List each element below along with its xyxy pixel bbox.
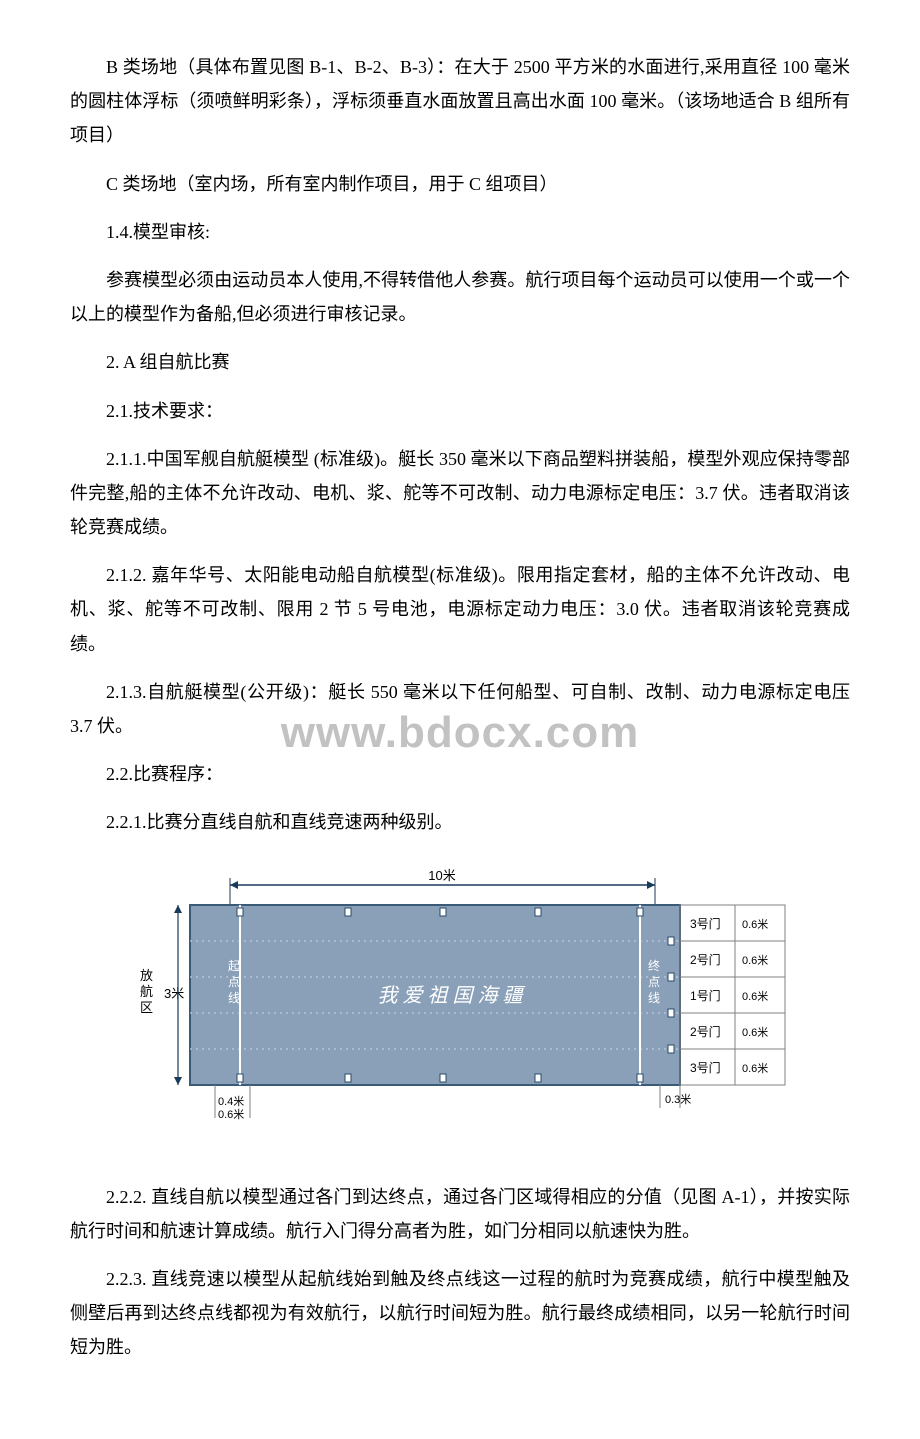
launch-area-label: 放 航 区	[140, 968, 157, 1015]
paragraph-c-field: C 类场地（室内场，所有室内制作项目，用于 C 组项目）	[70, 167, 850, 201]
svg-text:0.6米: 0.6米	[742, 954, 768, 967]
left-height-dim: 3米	[164, 986, 184, 1001]
svg-text:0.6米: 0.6米	[742, 990, 768, 1003]
svg-text:0.6米: 0.6米	[742, 918, 768, 931]
paragraph-2-2-1: 2.2.1.比赛分直线自航和直线竞速两种级别。	[70, 805, 850, 839]
svg-text:3号门: 3号门	[690, 916, 721, 931]
paragraph-2-1-3: 2.1.3.自航艇模型(公开级)：艇长 550 毫米以下任何船型、可自制、改制、…	[70, 675, 850, 743]
svg-text:0.6米: 0.6米	[742, 1062, 768, 1075]
pool-motto: 我 爱 祖 国 海 疆	[378, 985, 526, 1007]
paragraph-2-2: 2.2.比赛程序：	[70, 757, 850, 791]
dim-b-left-2: 0.6米	[218, 1108, 244, 1121]
svg-text:1号门: 1号门	[690, 988, 721, 1003]
course-diagram: 10米 起 点 线 终 点 线	[70, 860, 850, 1140]
svg-text:2号门: 2号门	[690, 1024, 721, 1039]
paragraph-2-heading: 2. A 组自航比赛	[70, 345, 850, 379]
paragraph-audit: 参赛模型必须由运动员本人使用,不得转借他人参赛。航行项目每个运动员可以使用一个或…	[70, 263, 850, 331]
svg-text:0.6米: 0.6米	[742, 1026, 768, 1039]
paragraph-2-1: 2.1.技术要求：	[70, 394, 850, 428]
paragraph-2-1-2: 2.1.2. 嘉年华号、太阳能电动船自航模型(标准级)。限用指定套材，船的主体不…	[70, 558, 850, 661]
dim-b-right: 0.3米	[665, 1093, 691, 1106]
paragraph-2-2-3: 2.2.3. 直线竞速以模型从起航线始到触及终点线这一过程的航时为竞赛成绩，航行…	[70, 1262, 850, 1365]
svg-text:2号门: 2号门	[690, 952, 721, 967]
dim-top: 10米	[428, 868, 455, 883]
paragraph-2-2-2: 2.2.2. 直线自航以模型通过各门到达终点，通过各门区域得相应的分值（见图 A…	[70, 1180, 850, 1248]
paragraph-b-field: B 类场地（具体布置见图 B-1、B-2、B-3）：在大于 2500 平方米的水…	[70, 50, 850, 153]
paragraph-1-4: 1.4.模型审核:	[70, 215, 850, 249]
gate-labels: 3号门 2号门 1号门 2号门 3号门 0.6米 0.6米 0.6米 0.6米 …	[680, 905, 785, 1085]
svg-text:3号门: 3号门	[690, 1060, 721, 1075]
dim-b-left-1: 0.4米	[218, 1095, 244, 1108]
paragraph-2-1-1: 2.1.1.中国军舰自航艇模型 (标准级)。艇长 350 毫米以下商品塑料拼装船…	[70, 442, 850, 545]
